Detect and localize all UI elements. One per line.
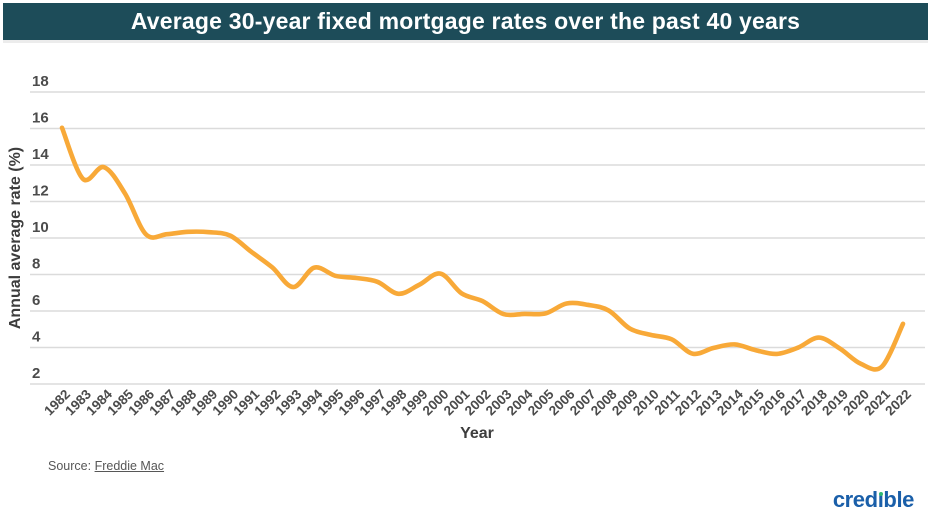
chart-title: Average 30-year fixed mortgage rates ove…	[130, 8, 801, 34]
y-tick-label-18: 18	[32, 73, 49, 90]
rate-line-series	[59, 125, 906, 372]
source-note: Source: Freddie Mac	[48, 459, 164, 473]
source-link-freddie-mac[interactable]: Freddie Mac	[94, 459, 165, 473]
logo-green-dot-icon	[878, 491, 884, 497]
logo-text-prefix: cred	[832, 487, 878, 512]
source-prefix: Source:	[48, 459, 95, 473]
y-tick-label-2: 2	[32, 365, 40, 382]
logo-dotless-i: ı	[878, 487, 884, 513]
y-tick-label-12: 12	[32, 183, 49, 200]
y-tick-label-10: 10	[32, 219, 49, 236]
logo-i-stem: ı	[877, 487, 884, 512]
y-tick-label-4: 4	[32, 329, 41, 346]
y-tick-label-6: 6	[32, 292, 40, 309]
logo-text-suffix: ble	[883, 487, 914, 512]
credible-logo: credı ble	[832, 487, 915, 513]
mortgage-rate-line-chart: 2468101214161819821983198419851986198719…	[7, 73, 925, 442]
y-tick-label-16: 16	[32, 110, 49, 127]
header-bar: Average 30-year fixed mortgage rates ove…	[3, 3, 928, 40]
y-tick-label-14: 14	[32, 146, 49, 163]
y-tick-label-8: 8	[32, 256, 40, 273]
y-axis-title: Annual average rate (%)	[7, 147, 24, 329]
x-axis-title: Year	[460, 425, 494, 442]
